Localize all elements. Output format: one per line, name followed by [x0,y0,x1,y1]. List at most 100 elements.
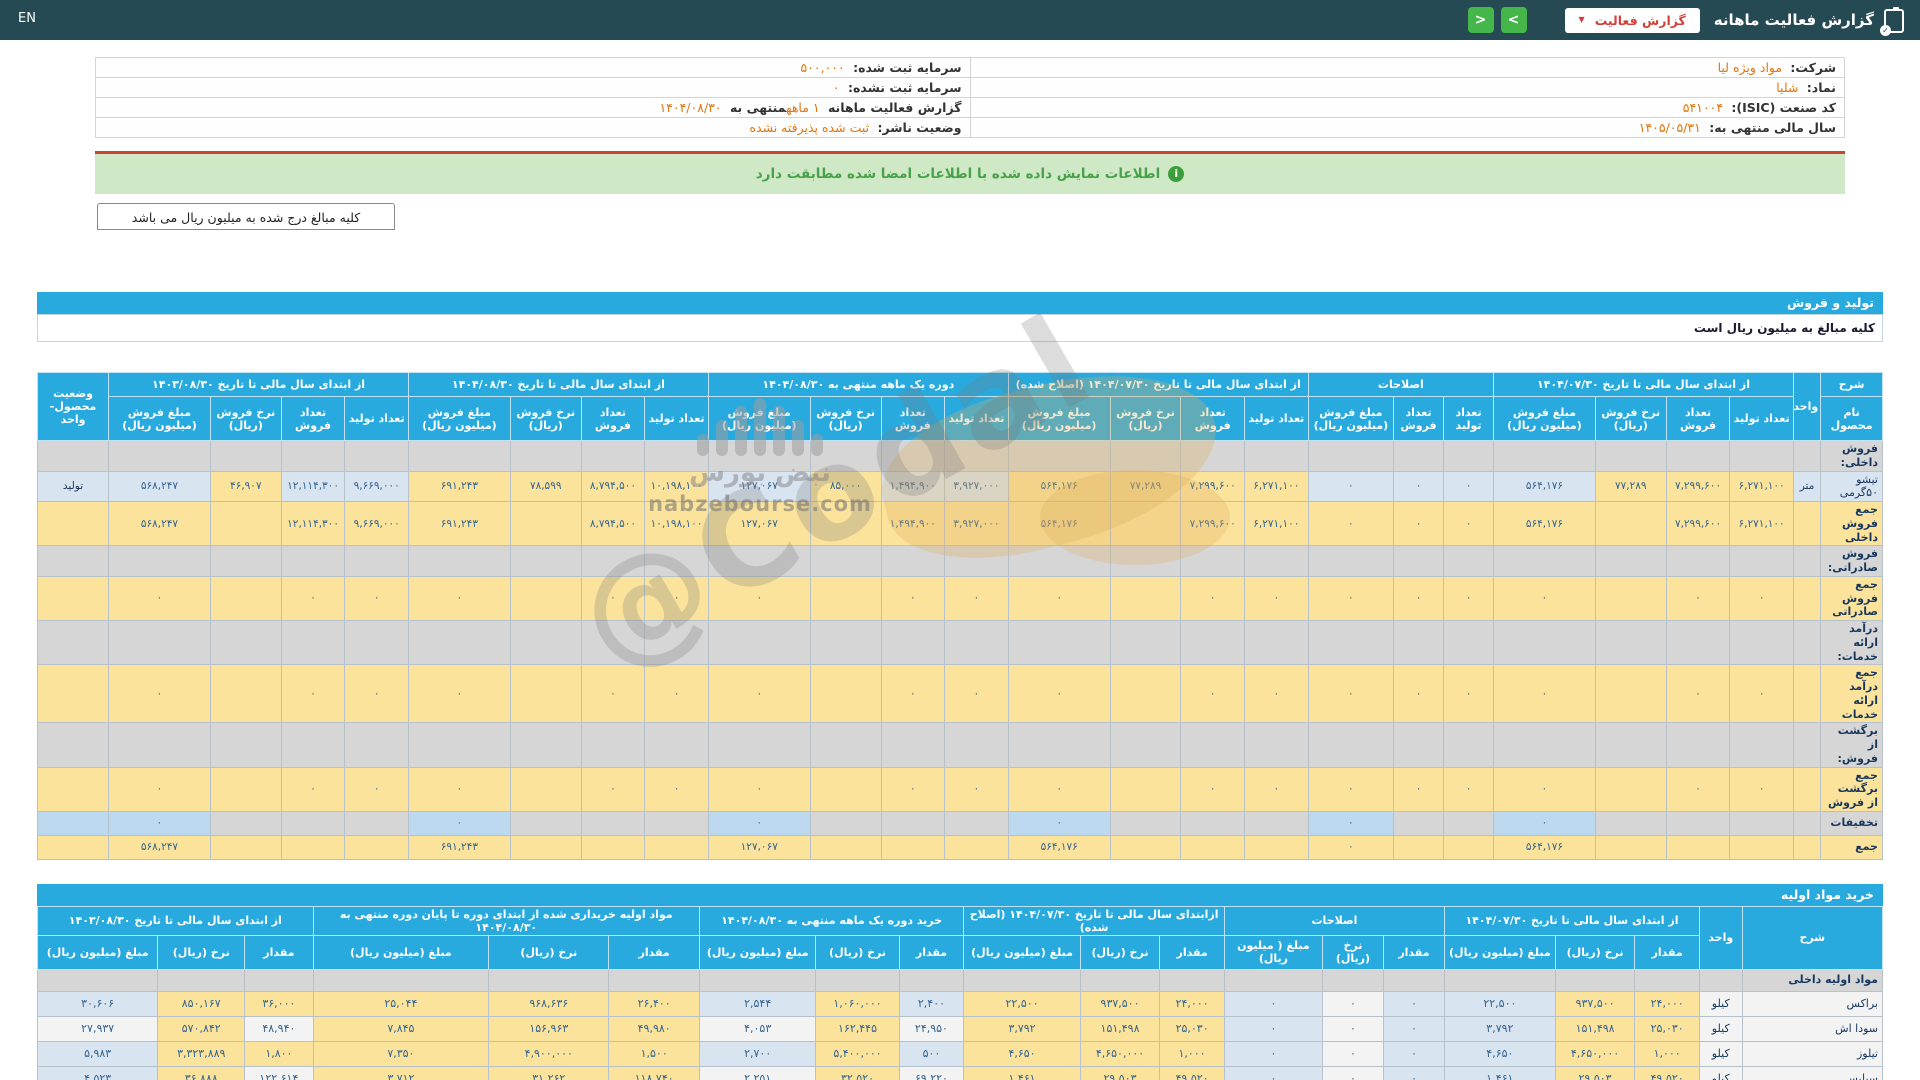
table-cell [407,619,511,666]
table-cell [509,619,582,666]
table-cell [280,545,346,577]
table-cell: ۲۴,۹۵۰ [898,1015,965,1042]
table-cell [1792,834,1822,860]
table-cell [1382,968,1445,992]
units-tab[interactable]: کلیه مبالغ درج شده به میلیون ریال می باش… [97,203,395,230]
table-cell [1665,810,1731,836]
table-cell: ۱,۴۹۴,۹۰۰ [880,500,946,547]
table-cell: ۱,۰۰۰ [1159,1040,1225,1067]
table-cell [1393,722,1445,768]
previous-report-button[interactable]: < [1467,7,1494,33]
table-cell: ۰ [1382,990,1445,1017]
header-cell: تعداد فروش [1665,396,1731,441]
table-cell [209,834,282,860]
table-cell [1109,810,1182,836]
table-cell: کیلو [1699,990,1743,1017]
table-cell: ۱۲۷,۰۶۷ [707,470,811,502]
clipboard-report-icon [1880,7,1904,36]
table-cell [1729,722,1794,768]
table-cell: ۳۲,۵۲۰ [815,1065,900,1080]
table-cell: ۰ [644,664,709,724]
table-cell [36,810,110,836]
table-cell: ۷,۲۹۹,۶۰۰ [1180,500,1246,547]
table-cell [108,440,211,472]
header-cell: از ابتدای سال مالی تا تاریخ ۱۴۰۴/۰۷/۳۰ [1493,372,1794,397]
table-cell [809,575,882,622]
table-cell [880,440,946,472]
table-cell: سرمایه ثبت نشده: ۰ [95,77,971,98]
table-cell: براکس [1741,990,1883,1017]
table-cell: ۰ [1321,1040,1384,1067]
header-cell: مواد اولیه خریداری شده از ابتدای دوره تا… [312,905,700,936]
table-cell [1699,968,1743,992]
table-cell [944,545,1009,577]
language-toggle[interactable]: EN [18,11,36,26]
table-cell [944,619,1009,666]
table-cell: ۰ [407,766,511,812]
header-cell: از ابتدای سال مالی تا تاریخ ۱۴۰۳/۰۸/۳۰ [37,905,314,936]
table-cell: ۰ [1307,810,1395,836]
table-cell [880,722,946,768]
table-cell: ۹۶۸,۶۳۶ [488,990,610,1017]
table-cell: ۵۷۰,۸۴۲ [157,1015,246,1042]
table-cell [944,440,1009,472]
table-cell: جمع برگشت از فروش [1820,766,1883,812]
production-sales-table: شرح واحد از ابتدای سال مالی تا تاریخ ۱۴۰۴/… [36,372,1883,860]
table-cell: ۰ [1729,575,1794,622]
table-cell: ۰ [1321,990,1384,1017]
table-cell: ۰ [1493,575,1596,622]
table-cell: ۰ [108,810,211,836]
table-cell: ۵۶۴,۱۷۶ [1007,500,1111,547]
next-report-button[interactable]: > [1500,7,1527,33]
table-cell [1729,834,1794,860]
table-cell [36,545,110,577]
table-cell: جمع [1820,834,1883,860]
table-cell [280,810,346,836]
table-cell [1792,766,1822,812]
table-cell: ۰ [1007,766,1111,812]
table-cell: سیلیس [1741,1065,1883,1080]
table-cell [644,722,709,768]
table-cell: تخفیفات [1820,810,1883,836]
table-cell [1493,722,1596,768]
table-cell: گزارش فعالیت ماهانه ۱ ماههمنتهی به ۱۴۰۴/… [95,97,971,118]
header-cell: اصلاحات [1223,905,1445,936]
header-cell: نرخ فروش (ریال) [809,396,882,441]
table-cell: ۸,۷۹۴,۵۰۰ [580,500,646,547]
header-cell: از ابتدای سال مالی تا تاریخ ۱۴۰۳/۰۸/۳۰ [108,372,409,397]
table-cell: ۱۲۷,۰۶۷ [707,500,811,547]
table-cell: ۵,۹۸۳ [36,1040,159,1067]
header-cell: از ابتدای سال مالی تا تاریخ ۱۴۰۴/۰۷/۳۰ [1443,905,1701,936]
table-cell [1393,810,1445,836]
table-cell: ۵۶۸,۲۴۷ [108,500,211,547]
header-cell: دوره یک ماهه منتهی به ۱۴۰۴/۰۸/۳۰ [707,372,1009,397]
table-cell: ۵۶۴,۱۷۶ [1007,834,1111,860]
table-cell: ۶,۲۷۱,۱۰۰ [1244,470,1309,502]
table-cell [1109,545,1182,577]
table-cell: ۴۶,۹۰۷ [209,470,282,502]
table-cell: ۰ [880,766,946,812]
table-cell [509,766,582,812]
table-cell: ۰ [1493,766,1596,812]
table-cell: ۰ [1307,575,1395,622]
table-cell [1443,810,1495,836]
header-cell: شرح [1820,372,1883,397]
header-cell: اصلاحات [1307,372,1495,397]
header-cell: شرح [1741,905,1883,970]
table-cell: ۰ [1729,766,1794,812]
header-cell: مبلغ ( میلیون ریال) [1223,934,1323,970]
report-type-dropdown[interactable]: گزارش فعالیت ▼ [1564,7,1700,33]
header-cell: واحد [1792,372,1822,441]
table-cell [1244,722,1309,768]
table-cell: ۱۱۸,۷۴۰ [608,1065,700,1080]
table-cell: ۰ [344,664,409,724]
table-cell [509,500,582,547]
table-cell [1443,440,1495,472]
table-cell [209,664,282,724]
table-cell [1594,834,1667,860]
table-cell: ۱,۵۰۰ [608,1040,700,1067]
table-cell: ۱,۸۰۰ [244,1040,314,1067]
table-cell: ۰ [108,575,211,622]
table-cell [280,619,346,666]
table-cell: ۲۵,۰۴۴ [312,990,490,1017]
